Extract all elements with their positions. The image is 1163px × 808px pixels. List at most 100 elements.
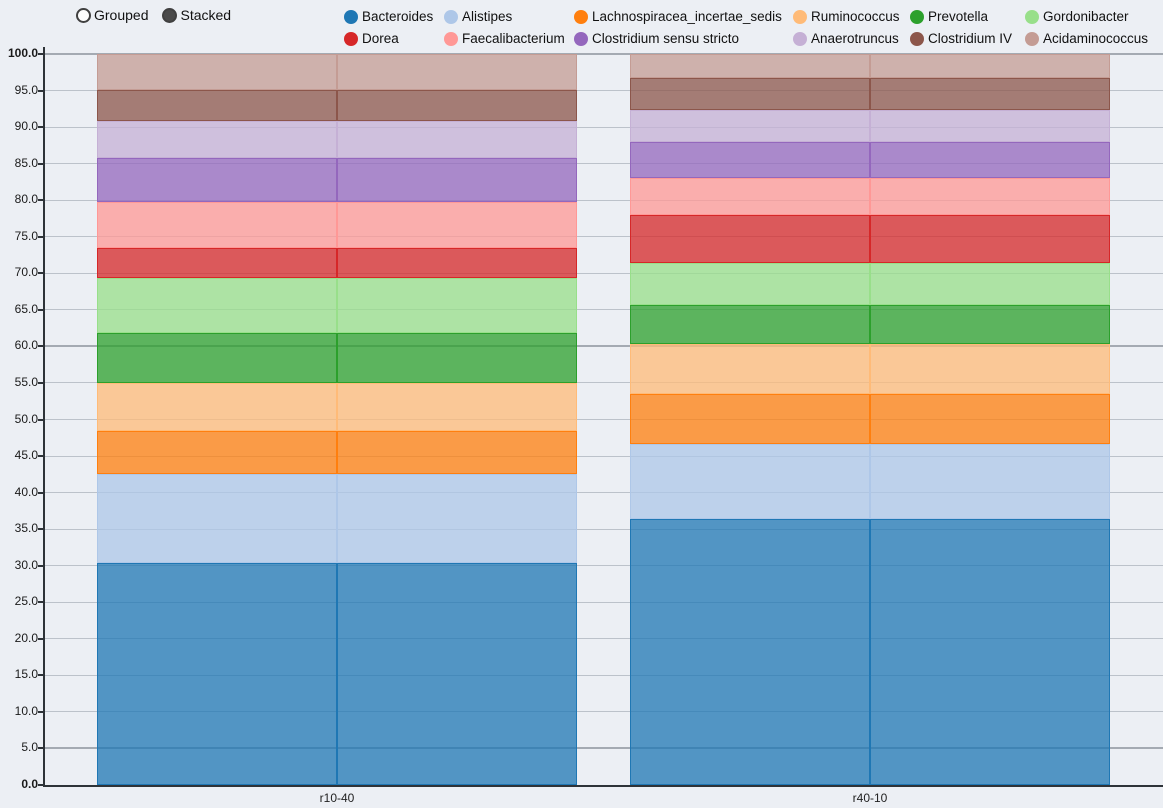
y-tick-mark	[38, 455, 44, 458]
gridline-70.0	[44, 272, 1163, 274]
y-tick-label-40.0: 40.0	[14, 484, 38, 499]
bar-segment-r10-40-prevotella	[337, 332, 577, 383]
bar-segment-r10-40-faecalibacterium	[337, 202, 577, 248]
radio-selected-icon[interactable]	[162, 7, 178, 23]
radio-grouped-label: Grouped	[94, 7, 149, 23]
gridline-25.0	[44, 601, 1163, 603]
bar-segment-r10-40-dorea	[337, 247, 577, 279]
legend-label: Alistipes	[462, 9, 513, 24]
legend-swatch-icon	[910, 9, 924, 24]
bar-segment-r10-40-alistipes	[337, 474, 577, 563]
bar-segment-r10-40-dorea	[97, 247, 337, 279]
legend-label: Prevotella	[928, 9, 989, 24]
y-tick-mark	[38, 784, 44, 786]
bar-segment-r40-10-alistipes	[870, 444, 1110, 519]
bar-segment-r10-40-prevotella	[97, 332, 337, 383]
bar-segment-r40-10-alistipes	[630, 444, 870, 519]
y-tick-mark	[38, 381, 44, 384]
y-tick-label-15.0: 15.0	[14, 667, 38, 682]
y-tick-label-55.0: 55.0	[14, 374, 38, 389]
y-tick-label-75.0: 75.0	[14, 228, 38, 243]
y-tick-mark	[38, 710, 44, 713]
y-tick-label-0.0: 0.0	[21, 777, 38, 791]
bar-segment-r40-10-acidaminococcus	[870, 54, 1110, 79]
y-tick-label-80.0: 80.0	[14, 192, 38, 207]
bar-segment-r10-40-acidaminococcus	[97, 54, 337, 90]
gridline-35.0	[44, 528, 1163, 530]
y-tick-label-65.0: 65.0	[14, 301, 38, 316]
legend-item-gordonibacter[interactable]: Gordonibacter	[1025, 9, 1129, 24]
bar-segment-r10-40-bacteroides	[97, 562, 337, 785]
legend-swatch-icon	[793, 31, 807, 46]
y-tick-mark	[38, 53, 44, 55]
bar-segment-r40-10-bacteroides	[630, 518, 870, 785]
radio-unselected-icon[interactable]	[76, 7, 91, 23]
gridline-75.0	[44, 236, 1163, 238]
y-tick-label-45.0: 45.0	[14, 448, 38, 463]
bar-segment-r10-40-anaerotruncus	[337, 121, 577, 158]
legend-label: Lachnospiracea_incertae_sedis	[592, 9, 782, 24]
gridline-65.0	[44, 309, 1163, 311]
y-tick-label-90.0: 90.0	[14, 119, 38, 134]
bar-segment-r40-10-prevotella	[870, 304, 1110, 345]
bar-segment-r40-10-dorea	[870, 214, 1110, 264]
legend-item-dorea[interactable]: Dorea	[344, 31, 399, 46]
bar-segment-r10-40-gordonibacter	[337, 278, 577, 333]
bar-mode-control: Grouped Stacked	[76, 7, 231, 23]
legend-item-alistipes[interactable]: Alistipes	[444, 9, 512, 24]
y-tick-label-35.0: 35.0	[14, 521, 38, 536]
legend-swatch-icon	[793, 9, 807, 24]
legend-item-anaerotruncus[interactable]: Anaerotruncus	[793, 31, 899, 46]
bar-segment-r10-40-faecalibacterium	[97, 202, 337, 248]
gridline-55.0	[44, 382, 1163, 384]
bar-segment-r40-10-anaerotruncus	[630, 109, 870, 143]
legend-item-ruminococcus[interactable]: Ruminococcus	[793, 9, 900, 24]
bar-segment-r40-10-gordonibacter	[630, 263, 870, 305]
gridline-20.0	[44, 638, 1163, 640]
bar-segment-r10-40-ruminococcus	[97, 382, 337, 432]
legend-label: Faecalibacterium	[462, 31, 565, 46]
gridline-10.0	[44, 711, 1163, 713]
bar-segment-r10-40-lachnospiracea-incertae-sedis	[97, 431, 337, 475]
bar-segment-r40-10-gordonibacter	[870, 263, 1110, 305]
gridline-45.0	[44, 455, 1163, 457]
y-tick-mark	[38, 601, 44, 604]
y-tick-mark	[38, 126, 44, 129]
gridline-100.0	[44, 53, 1163, 55]
legend-item-acidaminococcus[interactable]: Acidaminococcus	[1025, 31, 1148, 46]
bar-segment-r40-10-ruminococcus	[630, 344, 870, 394]
legend-item-lachnospiracea-incertae-sedis[interactable]: Lachnospiracea_incertae_sedis	[574, 9, 782, 24]
bar-segment-r40-10-dorea	[630, 214, 870, 264]
y-tick-label-5.0: 5.0	[21, 740, 38, 755]
legend-swatch-icon	[344, 31, 358, 46]
bar-segment-r10-40-clostridium-sensu-stricto	[337, 157, 577, 203]
bar-segment-r10-40-anaerotruncus	[97, 121, 337, 158]
legend-item-prevotella[interactable]: Prevotella	[910, 9, 988, 24]
legend-label: Acidaminococcus	[1043, 31, 1149, 46]
legend-label: Ruminococcus	[811, 9, 900, 24]
bar-segment-r10-40-clostridium-sensu-stricto	[97, 157, 337, 203]
legend-item-faecalibacterium[interactable]: Faecalibacterium	[444, 31, 565, 46]
gridline-60.0	[44, 345, 1163, 348]
legend-label: Bacteroides	[362, 9, 434, 24]
bar-segment-r10-40-lachnospiracea-incertae-sedis	[337, 431, 577, 475]
radio-grouped[interactable]: Grouped	[76, 7, 148, 23]
bar-segment-r40-10-faecalibacterium	[870, 177, 1110, 215]
y-tick-mark	[38, 235, 44, 238]
bar-segment-r40-10-bacteroides	[870, 518, 1110, 785]
bar-segment-r40-10-lachnospiracea-incertae-sedis	[630, 393, 870, 445]
legend-label: Gordonibacter	[1043, 9, 1129, 24]
legend-label: Clostridium sensu stricto	[592, 31, 740, 46]
y-tick-mark	[38, 418, 44, 421]
legend-item-bacteroides[interactable]: Bacteroides	[344, 9, 433, 24]
legend-item-clostridium-iv[interactable]: Clostridium IV	[910, 31, 1012, 46]
bar-segment-r40-10-faecalibacterium	[630, 177, 870, 215]
radio-stacked[interactable]: Stacked	[162, 7, 231, 23]
legend-item-clostridium-sensu-stricto[interactable]: Clostridium sensu stricto	[574, 31, 739, 46]
bar-segment-r40-10-clostridium-iv	[630, 78, 870, 110]
legend-label: Anaerotruncus	[811, 31, 899, 46]
legend-swatch-icon	[344, 9, 358, 24]
y-tick-label-95.0: 95.0	[14, 82, 38, 97]
bar-segment-r10-40-gordonibacter	[97, 278, 337, 333]
